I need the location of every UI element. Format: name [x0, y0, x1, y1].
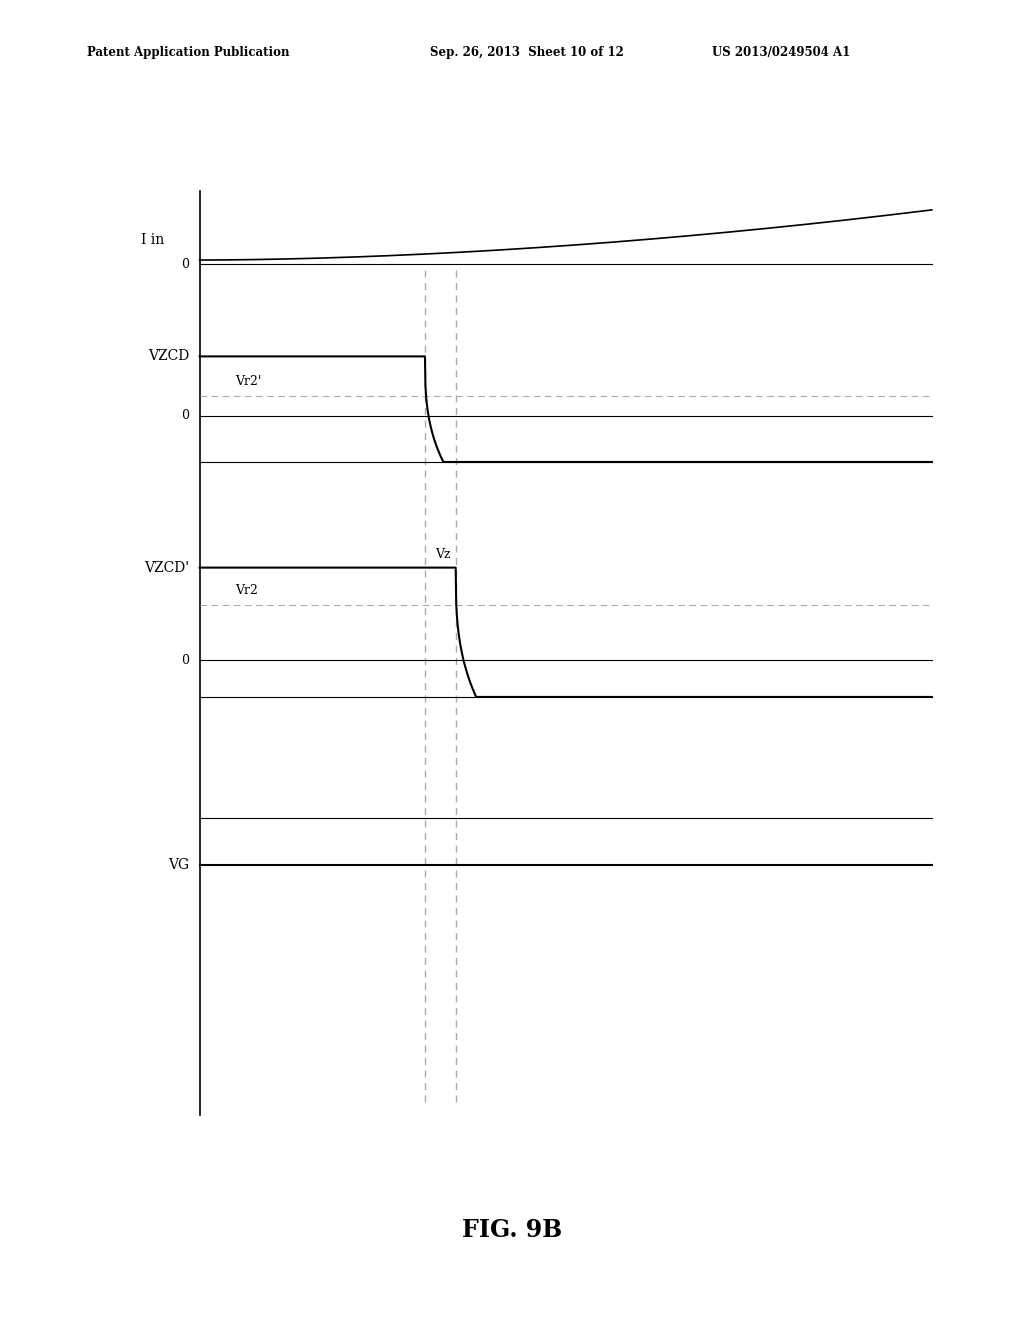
- Text: 0: 0: [181, 409, 189, 422]
- Text: VG: VG: [168, 858, 189, 871]
- Text: 0: 0: [181, 653, 189, 667]
- Text: Vr2': Vr2': [236, 375, 262, 388]
- Text: I in: I in: [140, 234, 164, 247]
- Text: 0: 0: [181, 257, 189, 271]
- Text: VZCD': VZCD': [144, 561, 189, 574]
- Text: US 2013/0249504 A1: US 2013/0249504 A1: [712, 46, 850, 59]
- Text: Patent Application Publication: Patent Application Publication: [87, 46, 290, 59]
- Text: Vr2: Vr2: [236, 583, 258, 597]
- Text: Vz: Vz: [435, 548, 451, 561]
- Text: Sep. 26, 2013  Sheet 10 of 12: Sep. 26, 2013 Sheet 10 of 12: [430, 46, 624, 59]
- Text: FIG. 9B: FIG. 9B: [462, 1218, 562, 1242]
- Text: VZCD: VZCD: [148, 350, 189, 363]
